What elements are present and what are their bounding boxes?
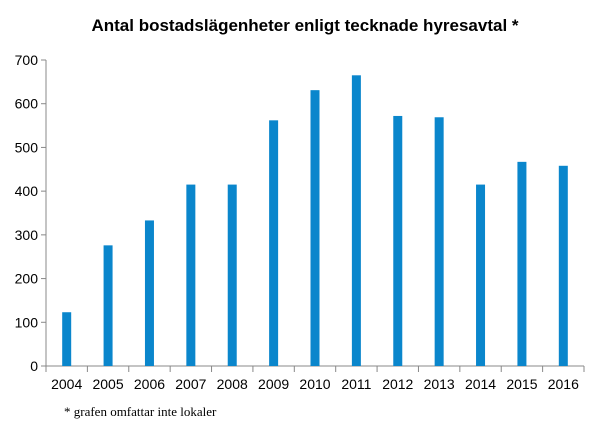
x-tick-label: 2011: [341, 376, 371, 392]
bar-2005: [103, 245, 113, 366]
y-tick-label: 200: [15, 271, 39, 287]
y-tick-label: 300: [15, 227, 39, 243]
y-tick-label: 0: [30, 358, 38, 374]
x-tick-label: 2015: [506, 376, 537, 392]
y-tick-label: 400: [15, 183, 39, 199]
x-tick-label: 2010: [299, 376, 330, 392]
x-tick-label: 2014: [465, 376, 496, 392]
x-tick-label: 2016: [548, 376, 579, 392]
chart-footnote: * grafen omfattar inte lokaler: [64, 404, 217, 419]
bar-2012: [393, 115, 403, 366]
y-tick-label: 500: [15, 139, 39, 155]
x-tick-label: 2012: [382, 376, 413, 392]
bar-2007: [186, 184, 196, 366]
y-axis: 0 100 200 300 400 500 600 700: [15, 52, 47, 374]
bar-2008: [227, 184, 237, 366]
bar-2006: [144, 220, 154, 366]
bar-2015: [517, 161, 527, 366]
x-tick-label: 2005: [92, 376, 123, 392]
y-tick-label: 700: [15, 52, 39, 68]
bar-2016: [558, 165, 568, 366]
x-tick-label: 2007: [175, 376, 206, 392]
x-tick-label: 2004: [51, 376, 82, 392]
x-axis: 2004 2005 2006 2007 2008 2009 2010 2011 2012 2013…: [45, 365, 585, 392]
bar-2011: [351, 75, 361, 367]
bar-2014: [476, 184, 486, 366]
x-tick-label: 2008: [217, 376, 248, 392]
x-tick-label: 2013: [424, 376, 455, 392]
x-tick-label: 2009: [258, 376, 289, 392]
x-tick-label: 2006: [134, 376, 165, 392]
y-tick-label: 600: [15, 96, 39, 112]
bar-2013: [434, 117, 444, 366]
chart-title: Antal bostadslägenheter enligt tecknade …: [91, 16, 519, 35]
bar-2004: [62, 312, 72, 366]
bar-2009: [269, 120, 279, 366]
y-tick-label: 100: [15, 314, 39, 330]
bar-2010: [310, 90, 320, 367]
bars: [62, 75, 568, 367]
